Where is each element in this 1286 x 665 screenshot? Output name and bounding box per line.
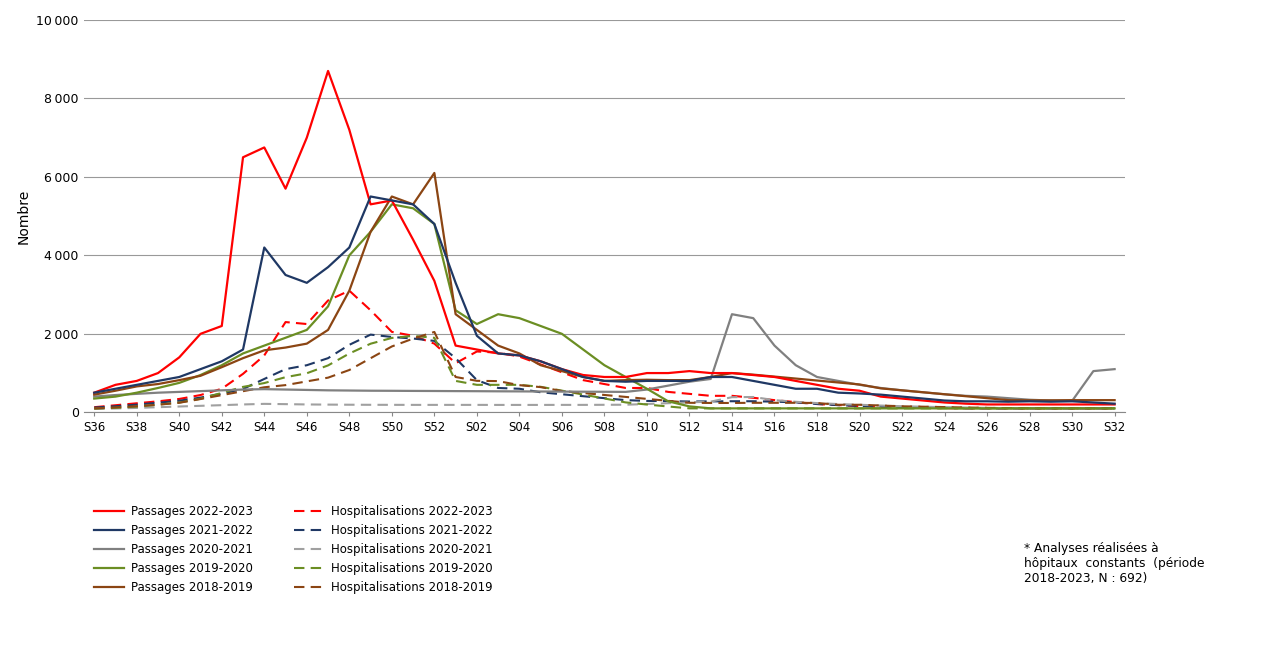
Y-axis label: Nombre: Nombre [17,188,31,244]
Legend: Passages 2022-2023, Passages 2021-2022, Passages 2020-2021, Passages 2019-2020, : Passages 2022-2023, Passages 2021-2022, … [90,501,498,598]
Text: * Analyses réalisées à
hôpitaux  constants  (période
2018-2023, N : 692): * Analyses réalisées à hôpitaux constant… [1024,542,1204,585]
